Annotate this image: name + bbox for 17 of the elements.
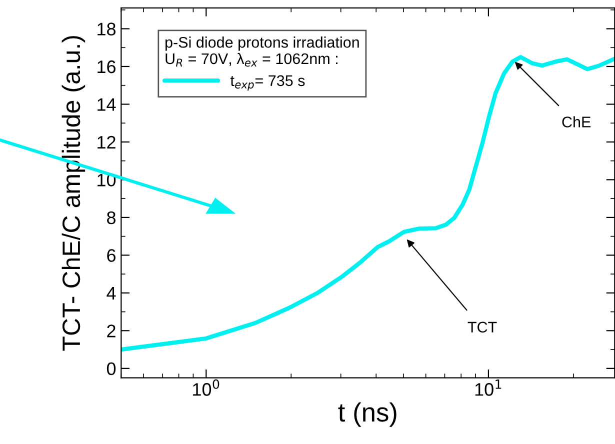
y-tick-label: 8: [107, 211, 116, 224]
y-tick-label: 18: [98, 22, 116, 36]
annotation: ChE: [562, 116, 591, 128]
y-tick-label: 12: [98, 136, 116, 149]
y-tick-label: 6: [107, 249, 116, 262]
y-tick-label: 14: [98, 98, 116, 111]
y-tick-label: 2: [107, 324, 116, 338]
y-tick-label: 4: [106, 287, 116, 300]
y-tick-label: 0: [106, 362, 116, 376]
legend-label: t$_{exp}$= 735 s: [230, 75, 305, 91]
y-axis-title: TCT- ChE/C amplitude (a.u.): [62, 36, 86, 351]
annotation: TCT: [468, 322, 497, 333]
legend-title: p-Si diode protons irradiation U$_{R}$ = 70V, λ$_{ex}$ = 1062nm :: [166, 36, 359, 67]
y-tick-label: 16: [98, 60, 116, 74]
x-tick-label: 10$^{0}$: [193, 379, 220, 396]
x-axis-title: t (ns): [338, 402, 396, 427]
x-tick-label: 10$^{1}$: [475, 380, 502, 396]
